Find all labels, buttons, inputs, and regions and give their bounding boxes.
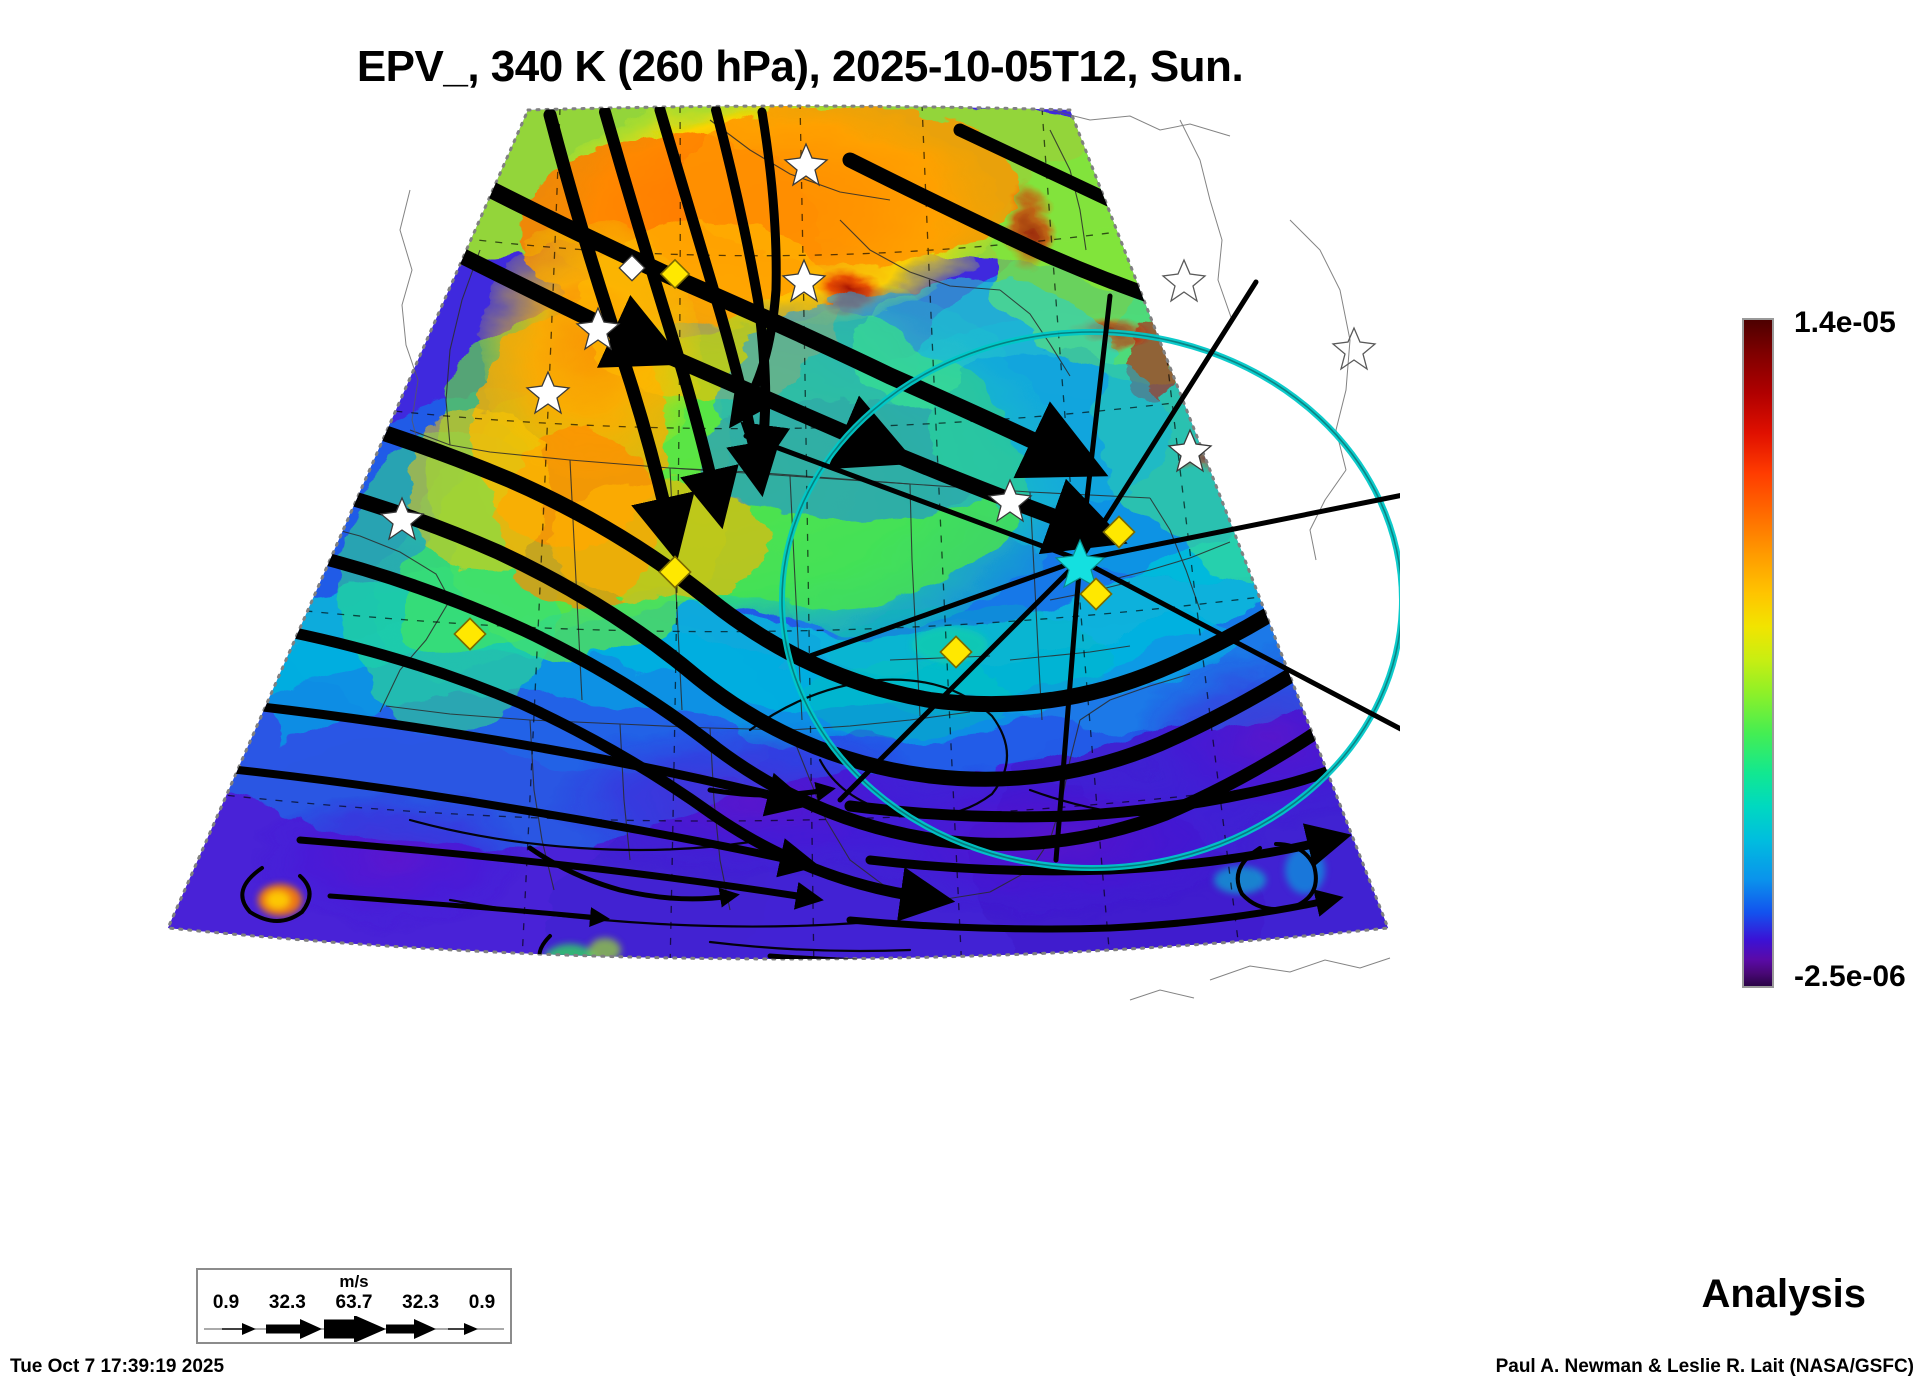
marker-secondary-site-diamond[interactable] bbox=[453, 258, 1136, 669]
wind-legend-value-1: 32.3 bbox=[268, 1292, 306, 1313]
colorbar-min-label: -2.5e-06 bbox=[1794, 960, 1906, 993]
wind-legend-value-3: 32.3 bbox=[402, 1292, 440, 1313]
map-domain-border bbox=[165, 104, 1391, 961]
wind-streamlines bbox=[216, 106, 1388, 959]
wind-legend-value-0: 0.9 bbox=[212, 1292, 240, 1313]
range-ring bbox=[779, 329, 1400, 871]
station-markers[interactable] bbox=[379, 142, 1213, 669]
colorbar: 1.4e-05 -2.5e-06 bbox=[1742, 306, 1922, 1018]
wind-legend-values: 0.9 32.3 63.7 32.3 0.9 bbox=[198, 1292, 510, 1314]
station-markers-outside[interactable] bbox=[1161, 258, 1377, 371]
marker-primary-site-star[interactable] bbox=[1054, 538, 1106, 589]
wind-legend-value-2: 63.7 bbox=[335, 1292, 373, 1313]
colorbar-gradient bbox=[1742, 318, 1774, 988]
wind-legend-arrow-scale bbox=[204, 1316, 504, 1342]
analysis-label: Analysis bbox=[1701, 1272, 1866, 1316]
marker-tertiary-site-star[interactable] bbox=[379, 142, 1213, 541]
wind-speed-legend: m/s 0.9 32.3 63.7 32.3 0.9 bbox=[196, 1268, 512, 1344]
bearing-lines bbox=[743, 279, 1400, 863]
wind-legend-units-label: m/s bbox=[339, 1272, 369, 1291]
footer-timestamp: Tue Oct 7 17:39:19 2025 bbox=[10, 1356, 225, 1377]
map-canvas[interactable] bbox=[150, 100, 1400, 1030]
marker-tertiary-site-diamond[interactable] bbox=[618, 254, 646, 282]
map-panel[interactable] bbox=[150, 100, 1400, 1030]
colorbar-max-label: 1.4e-05 bbox=[1794, 306, 1896, 339]
page-title: EPV_, 340 K (260 hPa), 2025-10-05T12, Su… bbox=[356, 42, 1244, 91]
wind-legend-value-4: 0.9 bbox=[468, 1292, 496, 1313]
footer-credit: Paul A. Newman & Leslie R. Lait (NASA/GS… bbox=[1495, 1356, 1914, 1377]
